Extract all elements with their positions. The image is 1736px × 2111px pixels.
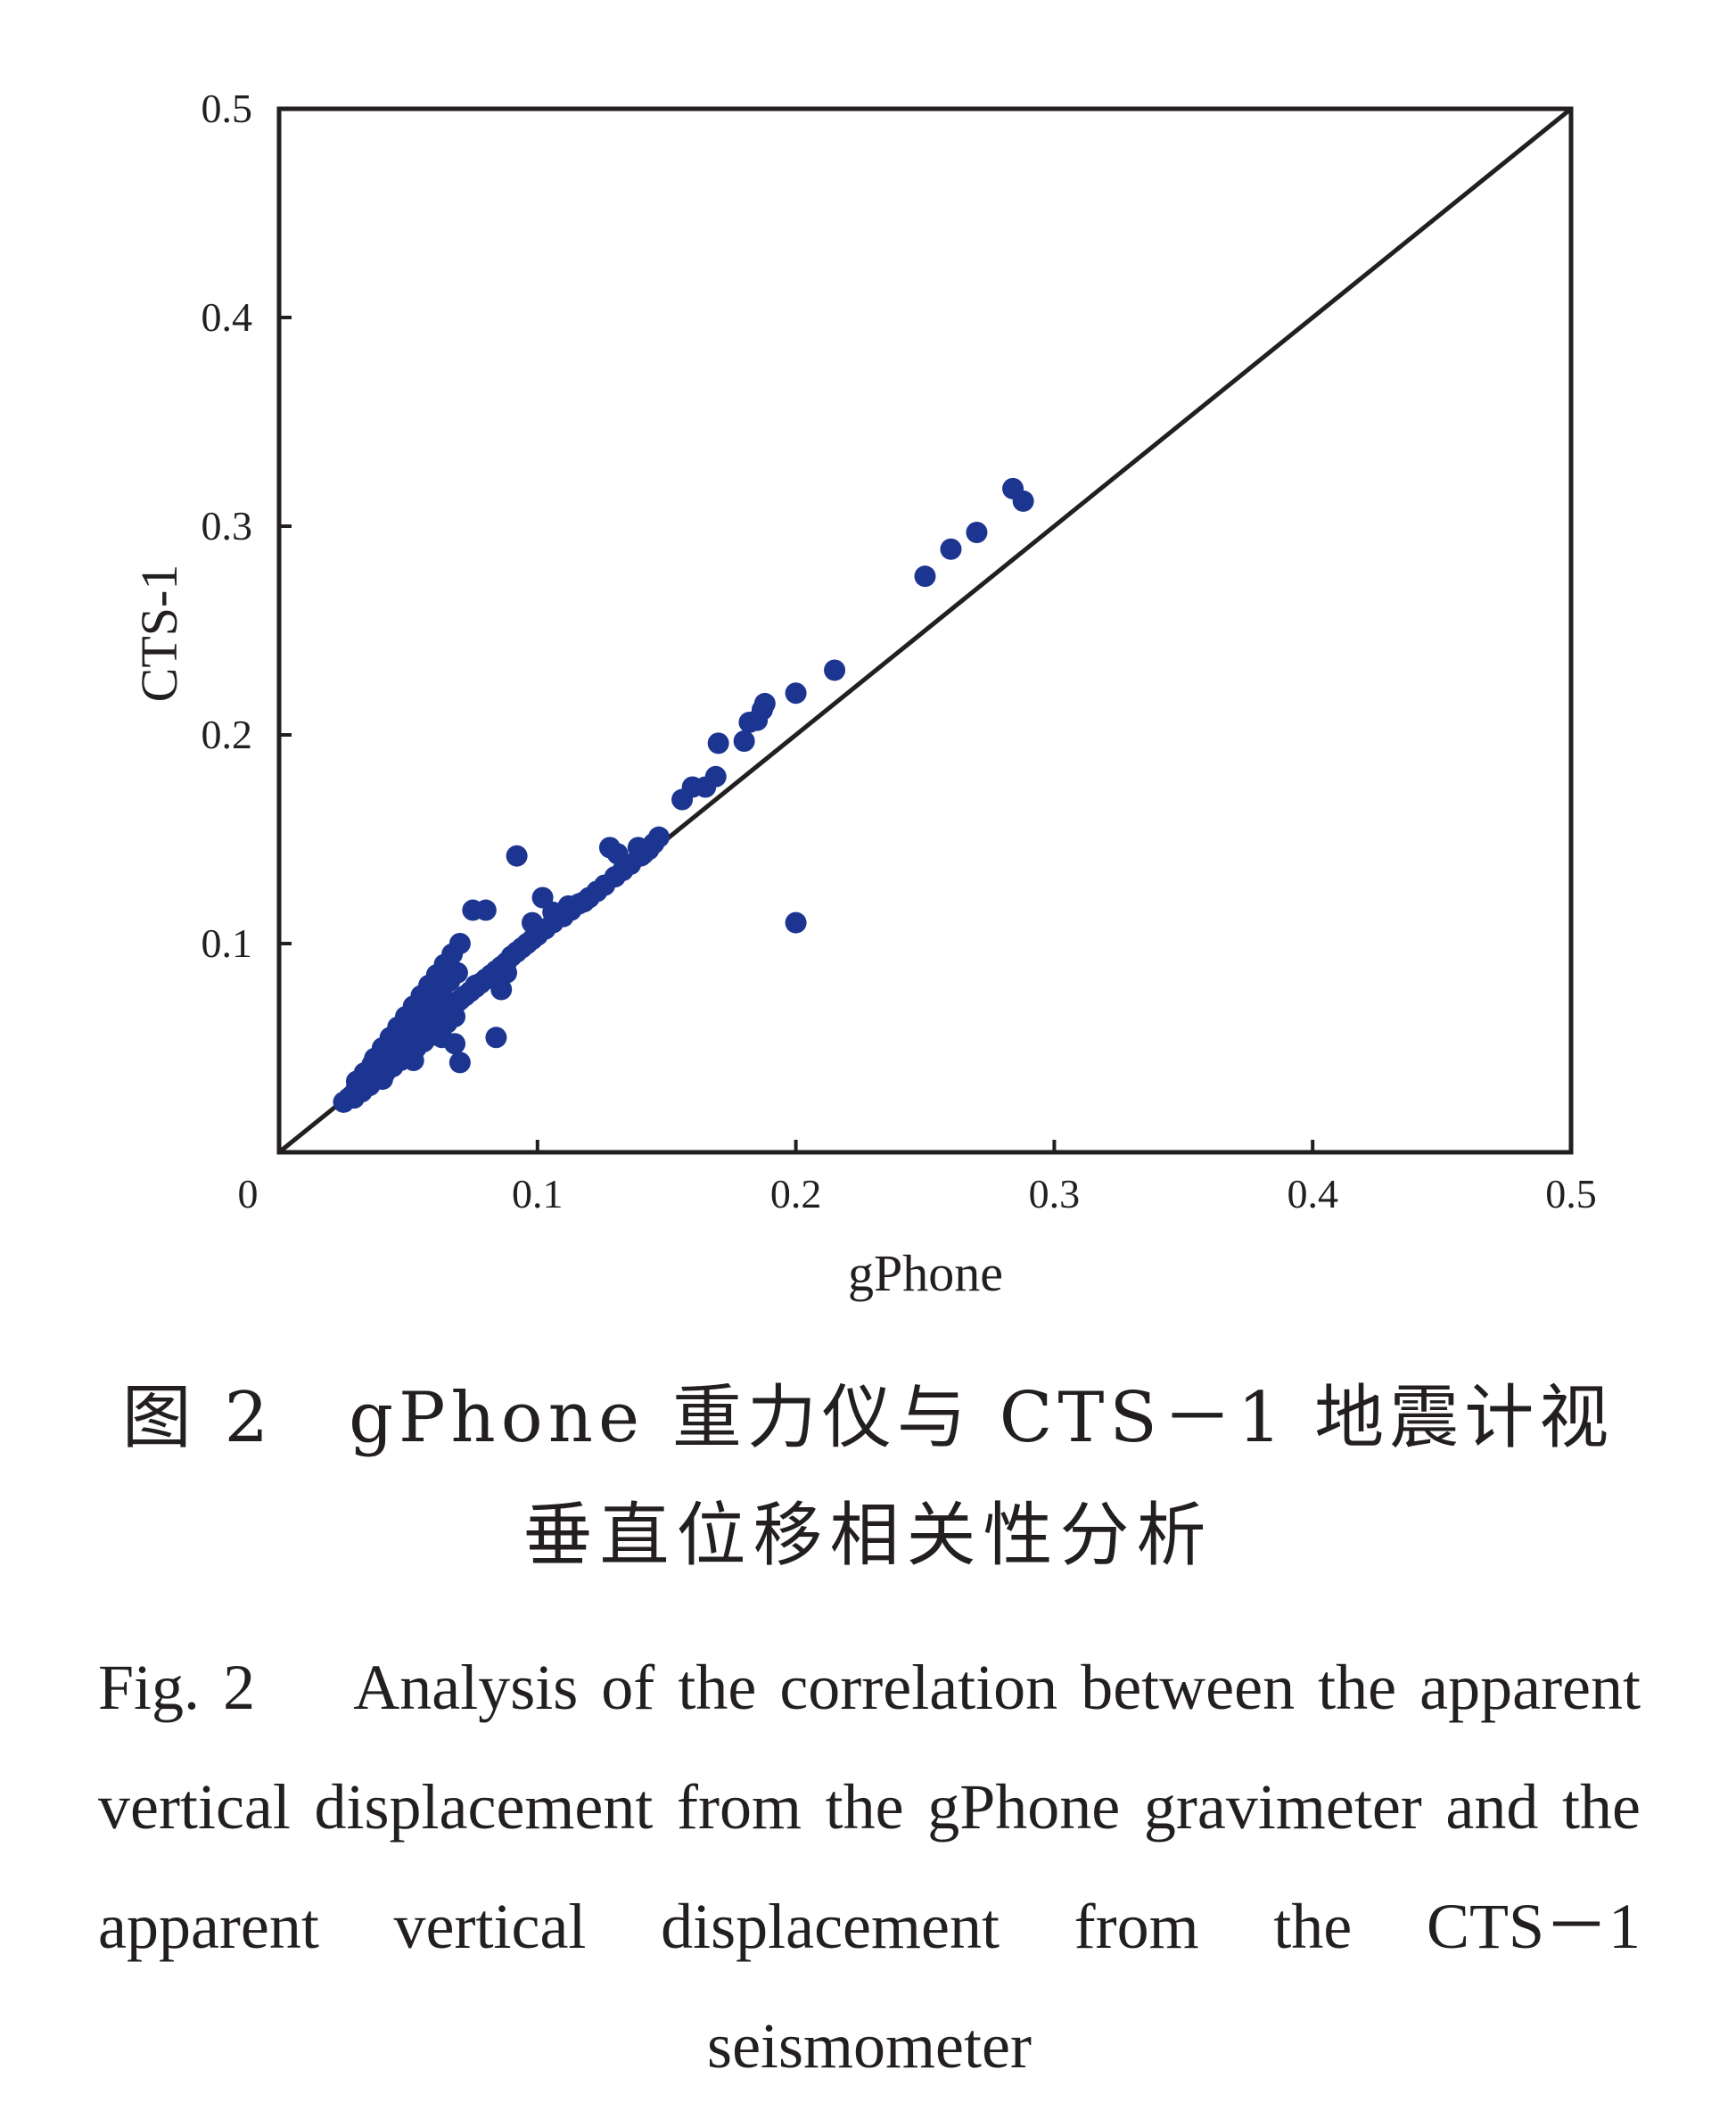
y-axis-label: CTS-1 (130, 565, 188, 703)
data-point (444, 1033, 466, 1055)
data-point (371, 1068, 393, 1091)
scatter-chart: 0 0.1 0.2 0.3 0.4 0.5 0.1 0.2 0.3 0.4 0.5 gPhone C… (130, 86, 1597, 1302)
plot-frame (276, 106, 1574, 1155)
data-point (606, 843, 629, 865)
x-tick-label: 0.1 (512, 1171, 564, 1216)
y-tick-label: 0.1 (202, 920, 253, 966)
data-point (448, 933, 471, 954)
data-point (474, 899, 497, 921)
data-point (490, 978, 513, 1001)
data-point (753, 692, 776, 714)
data-point (496, 961, 518, 984)
data-point (485, 1027, 507, 1049)
data-point (704, 765, 727, 788)
data-point (966, 522, 988, 544)
data-point (465, 974, 487, 996)
data-point (824, 659, 846, 681)
y-tick-label: 0.5 (202, 86, 253, 131)
data-point (444, 1005, 466, 1027)
figure-caption-chinese-line1: 图 2 gPhone 重力仪与 CTS－1 地震计视 (121, 1378, 1615, 1458)
y-tick-label: 0.2 (202, 712, 253, 757)
data-point (506, 845, 528, 867)
data-point (707, 732, 729, 755)
data-point (522, 911, 544, 934)
x-tick-label: 0 (238, 1171, 259, 1216)
x-tick-label: 0.4 (1287, 1171, 1338, 1216)
y-tick-label: 0.3 (202, 503, 253, 548)
data-point (914, 565, 936, 588)
data-point (785, 911, 807, 934)
data-point (648, 826, 671, 848)
data-point (448, 1051, 471, 1074)
data-points (333, 477, 1034, 1113)
x-axis-label: gPhone (848, 1244, 1003, 1302)
figure-caption-english: Fig. 2 Analysis of the correlation betwe… (98, 1652, 1641, 2082)
y-tick-label: 0.4 (202, 294, 253, 340)
data-point (940, 538, 962, 560)
x-tick-label: 0.2 (770, 1171, 822, 1216)
data-point (402, 1050, 424, 1072)
data-point (1012, 490, 1034, 512)
x-tick-label: 0.5 (1545, 1171, 1597, 1216)
data-point (785, 682, 807, 705)
data-point (632, 843, 654, 865)
axis-ticks: 0 0.1 0.2 0.3 0.4 0.5 0.1 0.2 0.3 0.4 0.5 (202, 86, 1597, 1216)
data-point (345, 1076, 367, 1099)
figure-caption-chinese-line2: 垂直位移相关性分析 (522, 1496, 1214, 1576)
data-point (733, 730, 755, 753)
x-tick-label: 0.3 (1029, 1171, 1081, 1216)
data-point (572, 891, 595, 913)
